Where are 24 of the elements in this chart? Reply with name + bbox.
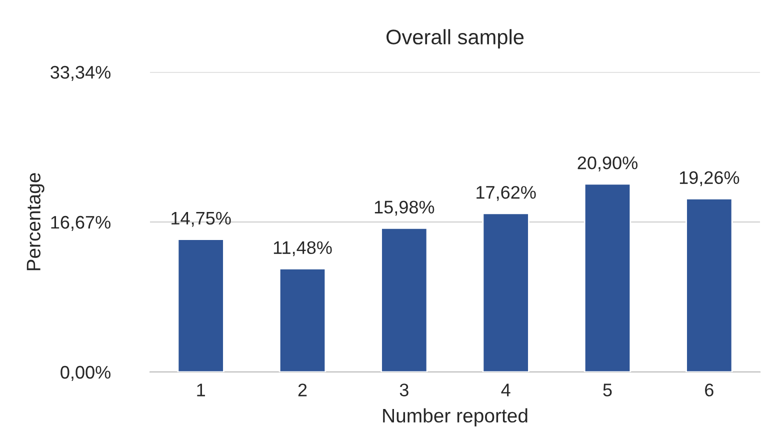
x-tick-label: 6 [705,384,714,396]
data-label: 11,48% [274,241,332,256]
x-axis-title: Number reported [383,408,528,426]
y-tick-label: 16,67% [51,216,110,231]
x-tick-label: 5 [603,384,612,396]
x-tick-label: 4 [501,384,510,396]
y-tick-label: 0,00% [60,366,110,381]
x-tick-label: 1 [197,384,205,396]
x-tick-label: 2 [298,384,307,396]
bar [584,183,632,372]
y-axis-title: Percentage [26,173,44,270]
bar [686,198,733,372]
bar [278,268,326,372]
x-tick-label: 3 [400,384,408,396]
data-label: 17,62% [476,186,536,201]
bar [482,212,530,372]
chart-title: Overall sample [386,29,524,49]
y-tick-label: 33,34% [50,66,110,81]
data-label: 15,98% [374,200,434,216]
bar [380,228,428,372]
data-label: 19,26% [680,171,740,186]
data-label: 14,75% [172,212,231,227]
bar [177,238,224,372]
data-label: 20,90% [578,156,638,172]
